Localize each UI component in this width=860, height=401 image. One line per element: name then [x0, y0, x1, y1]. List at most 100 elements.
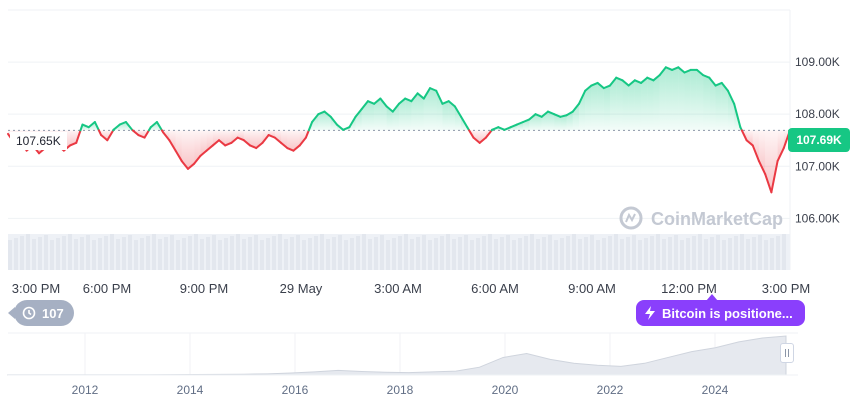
- line-segment: [615, 76, 624, 82]
- area-segment: [219, 130, 226, 146]
- volume-bar: [284, 239, 288, 270]
- volume-bar: [650, 236, 654, 270]
- area-segment: [690, 69, 697, 131]
- line-segment: [410, 92, 419, 103]
- news-button[interactable]: Bitcoin is positione...: [636, 294, 805, 326]
- line-segment: [286, 147, 295, 152]
- volume-bar: [26, 234, 30, 270]
- drag-handle-icon[interactable]: [780, 343, 794, 363]
- area-segment: [560, 115, 567, 131]
- line-segment: [329, 115, 338, 126]
- volume-bar: [290, 237, 294, 270]
- price-area: [8, 67, 790, 193]
- navigator-tick-label: 2012: [72, 383, 99, 397]
- navigator[interactable]: 2012 2014 2016 2018 2020 2022 2024: [7, 332, 798, 397]
- line-segment: [503, 126, 512, 131]
- area-segment: [634, 80, 642, 131]
- line-segment: [546, 110, 556, 116]
- volume-bar: [704, 239, 708, 270]
- line-segment: [509, 123, 518, 129]
- line-segment: [143, 129, 150, 139]
- volume-bar: [764, 240, 768, 270]
- area-segment: [287, 130, 294, 151]
- volume-bar: [98, 238, 102, 270]
- area-segment: [653, 75, 660, 131]
- volume-bar: [752, 237, 756, 270]
- area-segment: [659, 67, 666, 131]
- volume-bar: [320, 234, 324, 270]
- line-segment: [106, 129, 115, 142]
- navigator-tick-label: 2016: [282, 383, 309, 397]
- volume-bar: [692, 236, 696, 270]
- area-segment: [380, 98, 387, 131]
- volume-bar: [596, 240, 600, 270]
- volume-bar: [464, 235, 468, 270]
- line-segment: [205, 144, 214, 152]
- area-segment: [430, 88, 437, 131]
- history-button[interactable]: 107: [8, 300, 74, 326]
- area-segment: [423, 88, 431, 131]
- volume-bar: [86, 235, 90, 270]
- volume-bar: [644, 238, 648, 270]
- area-segment: [405, 98, 412, 131]
- volume-bar: [488, 234, 492, 270]
- volume-bar: [242, 239, 246, 270]
- line-segment: [112, 123, 121, 131]
- line-segment: [584, 84, 593, 92]
- line-segment: [354, 107, 363, 118]
- volume-bar: [668, 237, 672, 270]
- area-segment: [554, 114, 561, 131]
- line-segment: [472, 136, 481, 144]
- area-segment: [628, 80, 635, 131]
- line-segment: [720, 81, 729, 92]
- volume-bar: [92, 240, 96, 270]
- line-segment: [460, 115, 469, 129]
- line-segment: [515, 121, 525, 126]
- volume-bar: [278, 234, 282, 270]
- volume-bar: [380, 235, 384, 270]
- line-segment: [602, 84, 612, 90]
- volume-bar: [68, 234, 72, 270]
- volume-bar: [368, 239, 372, 270]
- volume-bar: [476, 238, 480, 270]
- volume-bar: [578, 239, 582, 270]
- volume-bar: [194, 234, 198, 270]
- volume-bar: [182, 238, 186, 270]
- area-segment: [479, 130, 486, 143]
- line-segment: [478, 136, 487, 144]
- volume-bar: [716, 235, 720, 270]
- volume-bar: [32, 239, 36, 270]
- volume-bar: [44, 235, 48, 270]
- volume-bar: [362, 234, 366, 270]
- volume-bars: [8, 234, 786, 270]
- line-segment: [491, 126, 500, 131]
- line-segment: [360, 100, 369, 110]
- area-segment: [175, 130, 182, 162]
- area-segment: [268, 130, 275, 138]
- area-segment: [597, 82, 604, 131]
- area-segment: [454, 106, 462, 131]
- volume-bar: [80, 237, 84, 270]
- y-tick-label: 109.00K: [795, 55, 840, 69]
- line-segment: [292, 144, 301, 152]
- line-segment: [323, 110, 332, 118]
- volume-bar: [632, 235, 636, 270]
- navigator-tick-label: 2018: [387, 383, 414, 397]
- line-segment: [764, 173, 773, 194]
- line-segment: [137, 134, 146, 139]
- area-segment: [225, 130, 232, 146]
- line-segment: [224, 141, 233, 147]
- line-segment: [79, 123, 84, 132]
- line-segment: [180, 160, 189, 170]
- line-segment: [453, 105, 463, 118]
- line-segment: [168, 139, 177, 152]
- area-segment: [243, 130, 251, 146]
- area-segment: [721, 82, 728, 131]
- volume-bar: [440, 236, 444, 270]
- volume-bar: [740, 234, 744, 270]
- volume-bar: [14, 238, 18, 270]
- area-segment: [448, 101, 455, 131]
- area-segment: [411, 93, 418, 131]
- volume-bar: [590, 235, 594, 270]
